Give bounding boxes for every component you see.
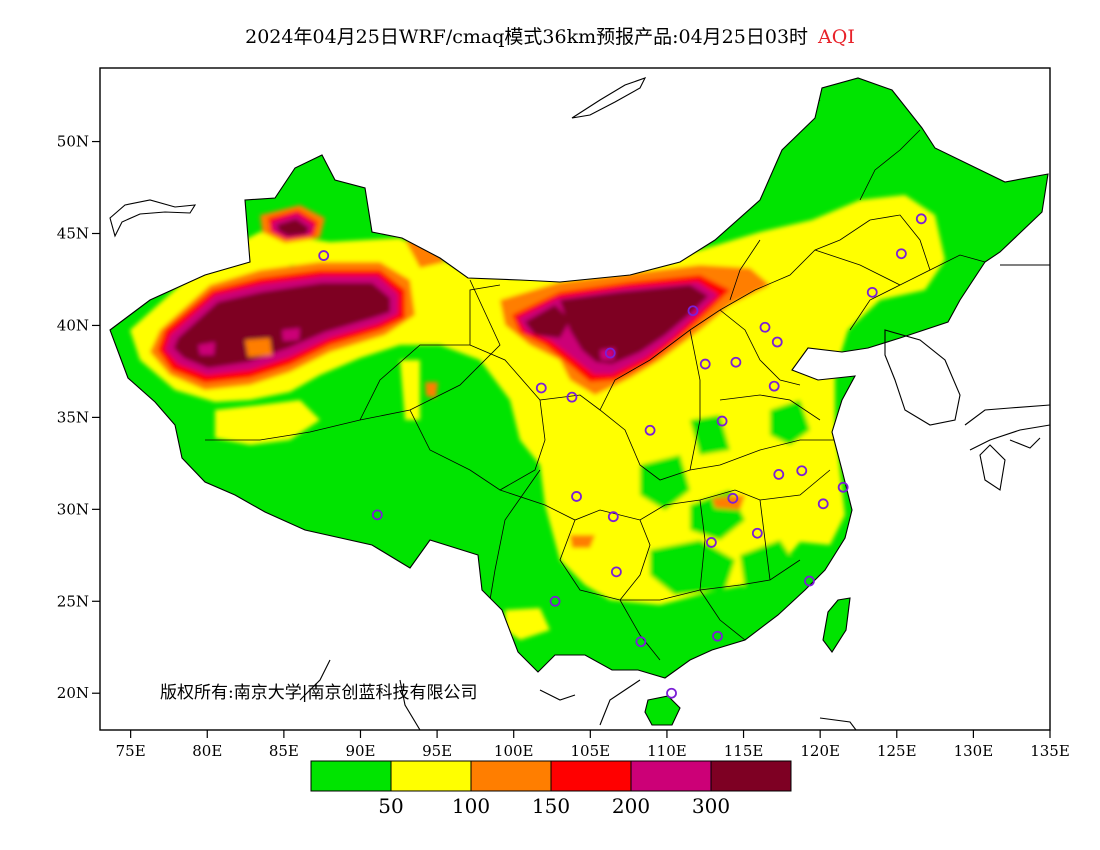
colorbar-label: 300 (692, 794, 730, 818)
colorbar-swatch (470, 760, 552, 792)
lat-tick-label: 50N (57, 133, 89, 151)
longitude-axis: 75E 80E 85E 90E 95E 100E 105E 110E 115E 120E 125E 1… (116, 730, 1070, 760)
station-marker (371, 509, 383, 521)
station-marker (773, 468, 785, 480)
station-marker (730, 356, 742, 368)
station-marker (535, 382, 547, 394)
lon-tick-label: 135E (1030, 742, 1070, 760)
station-marker (318, 250, 330, 261)
lon-tick-label: 80E (192, 742, 222, 760)
station-marker (687, 305, 699, 317)
station-marker (699, 358, 711, 370)
station-marker (604, 347, 616, 359)
station-marker (837, 481, 849, 493)
lon-tick-label: 90E (345, 742, 375, 760)
lon-tick-label: 120E (800, 742, 840, 760)
latitude-axis: 50N 45N 40N 35N 30N 25N 20N (57, 133, 100, 702)
colorbar-label: 50 (378, 794, 403, 818)
city-stations (318, 213, 927, 699)
station-marker (666, 687, 677, 699)
station-marker (804, 575, 815, 587)
title-aqi-label: AQI (818, 26, 855, 48)
lon-tick-label: 105E (571, 742, 611, 760)
colorbar-swatch (390, 760, 472, 792)
station-marker (796, 465, 808, 477)
station-marker (768, 380, 780, 392)
copyright-text: 版权所有:南京大学|南京创蓝科技有限公司 (160, 683, 477, 703)
station-marker (817, 498, 829, 510)
lat-tick-label: 40N (57, 316, 89, 334)
station-marker (751, 527, 763, 539)
station-marker (712, 630, 723, 642)
station-marker (607, 511, 619, 523)
colorbar-swatch (550, 760, 632, 792)
lon-tick-label: 85E (269, 742, 299, 760)
station-marker (610, 566, 622, 578)
station-marker (895, 248, 907, 260)
colorbar-swatch (310, 760, 392, 792)
colorbar-swatch (710, 760, 792, 792)
station-marker (759, 321, 771, 333)
lon-tick-label: 130E (954, 742, 994, 760)
lon-tick-label: 110E (647, 742, 687, 760)
aqi-colorbar: 50 100 150 200 300 (310, 760, 792, 818)
station-marker (866, 286, 878, 298)
station-marker (566, 391, 578, 403)
lon-tick-label: 125E (877, 742, 917, 760)
lat-tick-label: 20N (57, 684, 89, 702)
colorbar-label: 200 (612, 794, 650, 818)
station-marker (571, 491, 582, 502)
title-text: 2024年04月25日WRF/cmaq模式36km预报产品:04月25日03时 (245, 26, 809, 48)
colorbar-label: 100 (452, 794, 490, 818)
coastlines (109, 77, 1050, 730)
station-marker (771, 336, 783, 348)
map-title: 2024年04月25日WRF/cmaq模式36km预报产品:04月25日03时 A… (0, 22, 1100, 49)
station-marker (727, 492, 739, 504)
lon-tick-label: 95E (422, 742, 452, 760)
colorbar-swatch (630, 760, 712, 792)
province-boundaries (205, 99, 986, 661)
colorbar-label: 150 (532, 794, 570, 818)
station-marker (644, 424, 656, 436)
lat-tick-label: 25N (57, 592, 89, 610)
lat-tick-label: 35N (57, 408, 89, 426)
station-marker (549, 595, 561, 607)
station-marker (716, 415, 728, 427)
lon-tick-label: 100E (494, 742, 534, 760)
lat-tick-label: 45N (57, 225, 89, 243)
lat-tick-label: 30N (57, 500, 89, 518)
map-frame (99, 67, 1051, 731)
station-marker (915, 213, 927, 225)
aqi-shading (109, 77, 1050, 730)
station-marker (705, 537, 717, 548)
station-marker (635, 636, 647, 648)
lon-tick-label: 115E (724, 742, 764, 760)
lon-tick-label: 75E (116, 742, 146, 760)
